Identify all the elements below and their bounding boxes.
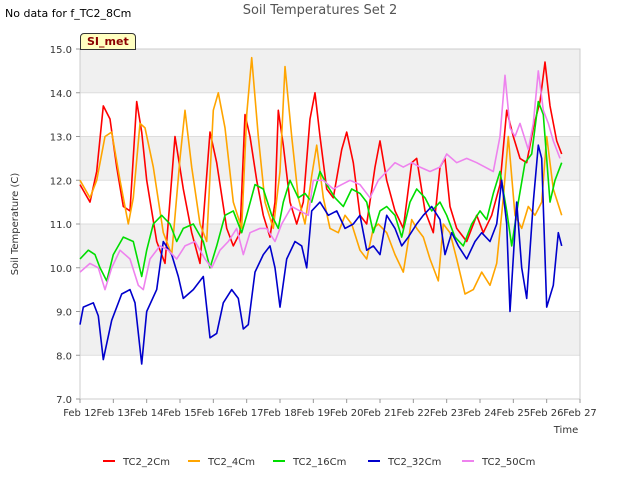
grid-band xyxy=(80,267,580,312)
grid-band xyxy=(80,311,580,356)
y-tick-label: 9.0 xyxy=(56,308,72,319)
series-line-tc2_32cm xyxy=(79,144,563,365)
legend-label: TC2_4Cm xyxy=(207,457,255,468)
y-tick-label: 10.0 xyxy=(50,264,72,275)
x-tick-label: Feb 23 xyxy=(430,408,464,419)
legend-label: TC2_50Cm xyxy=(481,457,535,468)
legend-label: TC2_2Cm xyxy=(122,457,170,468)
y-tick-label: 15.0 xyxy=(50,45,72,56)
chart-title: Soil Temperatures Set 2 xyxy=(242,3,398,18)
y-tick-label: 7.0 xyxy=(56,395,72,406)
x-tick-label: Feb 20 xyxy=(330,408,364,419)
series-line-tc2_50cm xyxy=(79,70,561,291)
x-tick-label: Feb 21 xyxy=(363,408,397,419)
x-tick-label: Feb 16 xyxy=(197,408,231,419)
legend-label: TC2_32Cm xyxy=(387,457,441,468)
grid-band xyxy=(80,49,580,93)
x-tick-label: Feb 12 xyxy=(63,408,97,419)
x-tick-label: Feb 26 xyxy=(530,408,564,419)
x-tick-label: Feb 22 xyxy=(397,408,431,419)
y-tick-label: 12.0 xyxy=(50,176,72,187)
x-tick-label: Feb 17 xyxy=(230,408,264,419)
x-tick-label: Feb 24 xyxy=(463,408,497,419)
grid-band xyxy=(80,136,580,181)
x-axis-label: Time xyxy=(553,425,578,436)
x-tick-label: Feb 27 xyxy=(563,408,597,419)
x-tick-label: Feb 18 xyxy=(263,408,297,419)
series-line-tc2_2cm xyxy=(79,61,563,265)
grid-band xyxy=(80,355,580,399)
x-tick-label: Feb 19 xyxy=(297,408,331,419)
y-axis-label: Soil Temperature (C) xyxy=(10,173,21,276)
y-tick-label: 8.0 xyxy=(56,351,72,362)
y-tick-label: 13.0 xyxy=(50,133,72,144)
legend-label: TC2_16Cm xyxy=(292,457,346,468)
x-tick-label: Feb 25 xyxy=(497,408,531,419)
x-tick-label: Feb 14 xyxy=(130,408,164,419)
y-tick-label: 11.0 xyxy=(50,220,72,231)
y-tick-label: 14.0 xyxy=(50,89,72,100)
site-badge: SI_met xyxy=(80,33,136,50)
x-tick-label: Feb 13 xyxy=(97,408,131,419)
grid-band xyxy=(80,92,580,137)
no-data-note: No data for f_TC2_8Cm xyxy=(5,7,132,20)
series-line-tc2_16cm xyxy=(79,100,563,282)
x-tick-label: Feb 15 xyxy=(163,408,197,419)
